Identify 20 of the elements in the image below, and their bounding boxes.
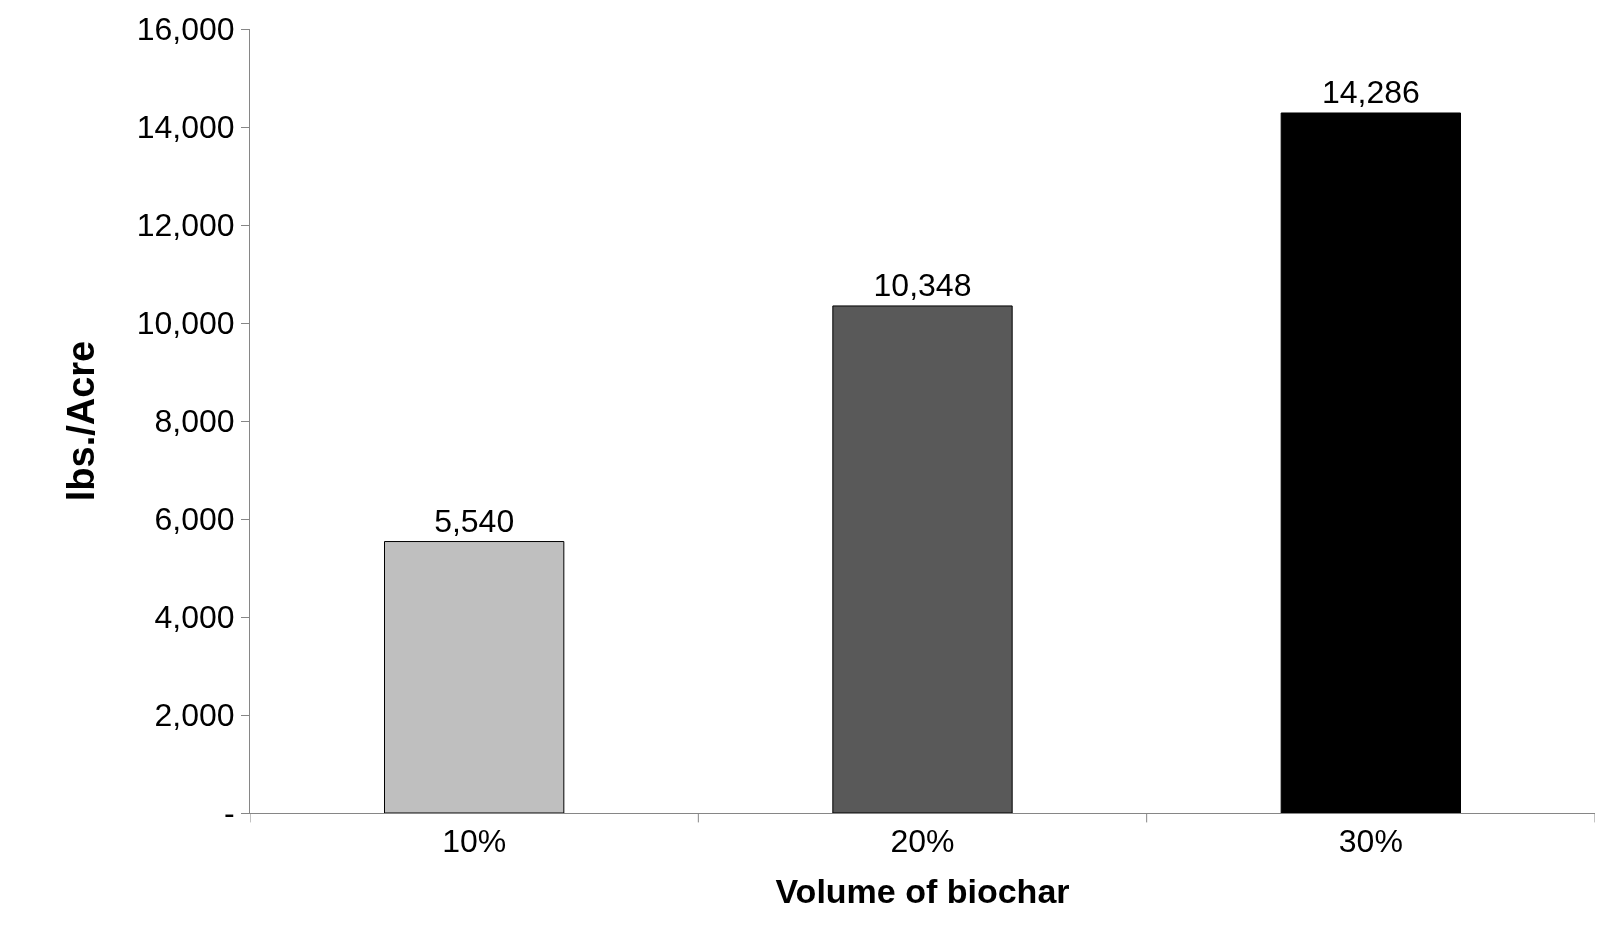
bar — [384, 541, 565, 813]
x-tick-label: 30% — [1338, 823, 1403, 860]
x-tick-label: 10% — [442, 823, 507, 860]
y-tick-label: 12,000 — [136, 207, 235, 244]
y-tick-label: 2,000 — [154, 697, 235, 734]
bar — [832, 305, 1013, 813]
y-tick-label: 14,000 — [136, 109, 235, 146]
y-tick-label: - — [223, 795, 235, 832]
x-tick-label: 20% — [890, 823, 955, 860]
data-label: 10,348 — [873, 266, 972, 303]
y-tick-label: 16,000 — [136, 11, 235, 48]
y-tick-label: 4,000 — [154, 599, 235, 636]
y-axis-title: lbs./Acre — [59, 340, 102, 502]
y-tick-label: 6,000 — [154, 501, 235, 538]
y-tick-label: 8,000 — [154, 403, 235, 440]
data-label: 5,540 — [434, 502, 515, 539]
bar — [1280, 112, 1461, 813]
data-label: 14,286 — [1321, 73, 1420, 110]
x-axis-title: Volume of biochar — [775, 871, 1070, 910]
y-tick-label: 10,000 — [136, 305, 235, 342]
